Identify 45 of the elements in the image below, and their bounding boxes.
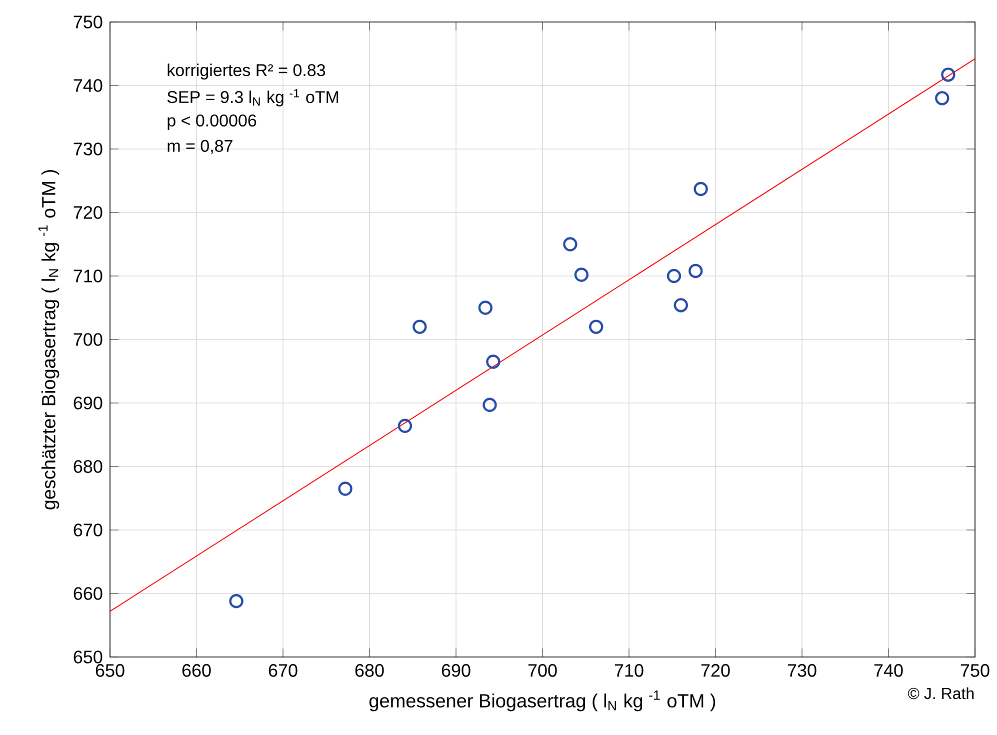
x-tick-label: 710 bbox=[614, 664, 644, 677]
x-tick-label: 720 bbox=[701, 664, 730, 677]
point bbox=[674, 298, 688, 312]
y-tick-label: 740 bbox=[74, 79, 102, 92]
point bbox=[941, 68, 956, 82]
point bbox=[666, 268, 682, 284]
annotation: m = 0,87 bbox=[168, 140, 232, 154]
x-tick-label: 650 bbox=[96, 664, 124, 677]
y-tick-label: 720 bbox=[74, 206, 102, 219]
point bbox=[935, 91, 950, 106]
point bbox=[478, 300, 493, 315]
y-tick-label: 750 bbox=[74, 16, 102, 28]
annotation: SEP = 9.3 l$_{N}$ kg $^{-1}$ oTM bbox=[167, 89, 338, 106]
y-tick-label: 650 bbox=[74, 650, 102, 664]
y-axis-title: geschätzter Biogasertrag ( l$_{N}$ kg $^{-1}$ oTM ) bbox=[38, 170, 60, 510]
point bbox=[574, 268, 589, 282]
y-tick-label: 660 bbox=[74, 587, 102, 600]
x-tick-label: 750 bbox=[960, 664, 990, 677]
y-tick-label: 710 bbox=[74, 270, 102, 282]
point bbox=[589, 320, 604, 334]
x-tick-label: 740 bbox=[874, 664, 903, 677]
point bbox=[694, 182, 708, 196]
y-tick-label: 670 bbox=[74, 524, 102, 536]
point bbox=[563, 237, 578, 252]
x-tick-label: 660 bbox=[182, 664, 211, 677]
point bbox=[229, 594, 244, 608]
y-tick-label: 680 bbox=[74, 460, 102, 473]
x-tick-label: 700 bbox=[528, 664, 557, 677]
x-tick-label: 670 bbox=[268, 664, 298, 677]
x-tick-label: 690 bbox=[442, 664, 470, 677]
y-tick-label: 700 bbox=[74, 333, 102, 346]
text: © J. Rath bbox=[908, 687, 974, 700]
point bbox=[486, 354, 500, 369]
point bbox=[482, 398, 497, 412]
annotation: p < 0.00006 bbox=[168, 114, 256, 130]
x-axis-title: gemessener Biogasertrag ( l$_{N}$ kg $^{-1}$ oTM ) bbox=[369, 690, 716, 712]
annotation: korrigiertes R² = 0.83 bbox=[168, 64, 326, 80]
y-tick-label: 730 bbox=[74, 142, 102, 156]
x-tick-label: 680 bbox=[355, 664, 384, 677]
y-tick-label: 690 bbox=[74, 396, 102, 410]
point bbox=[398, 418, 412, 433]
x-tick-label: 730 bbox=[788, 664, 816, 677]
point bbox=[688, 264, 703, 278]
point bbox=[412, 320, 427, 334]
point bbox=[338, 482, 352, 496]
